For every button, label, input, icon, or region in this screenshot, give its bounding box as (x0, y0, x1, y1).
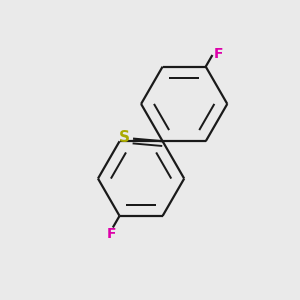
Text: S: S (119, 130, 130, 145)
Text: F: F (106, 227, 116, 241)
Text: F: F (214, 46, 223, 61)
